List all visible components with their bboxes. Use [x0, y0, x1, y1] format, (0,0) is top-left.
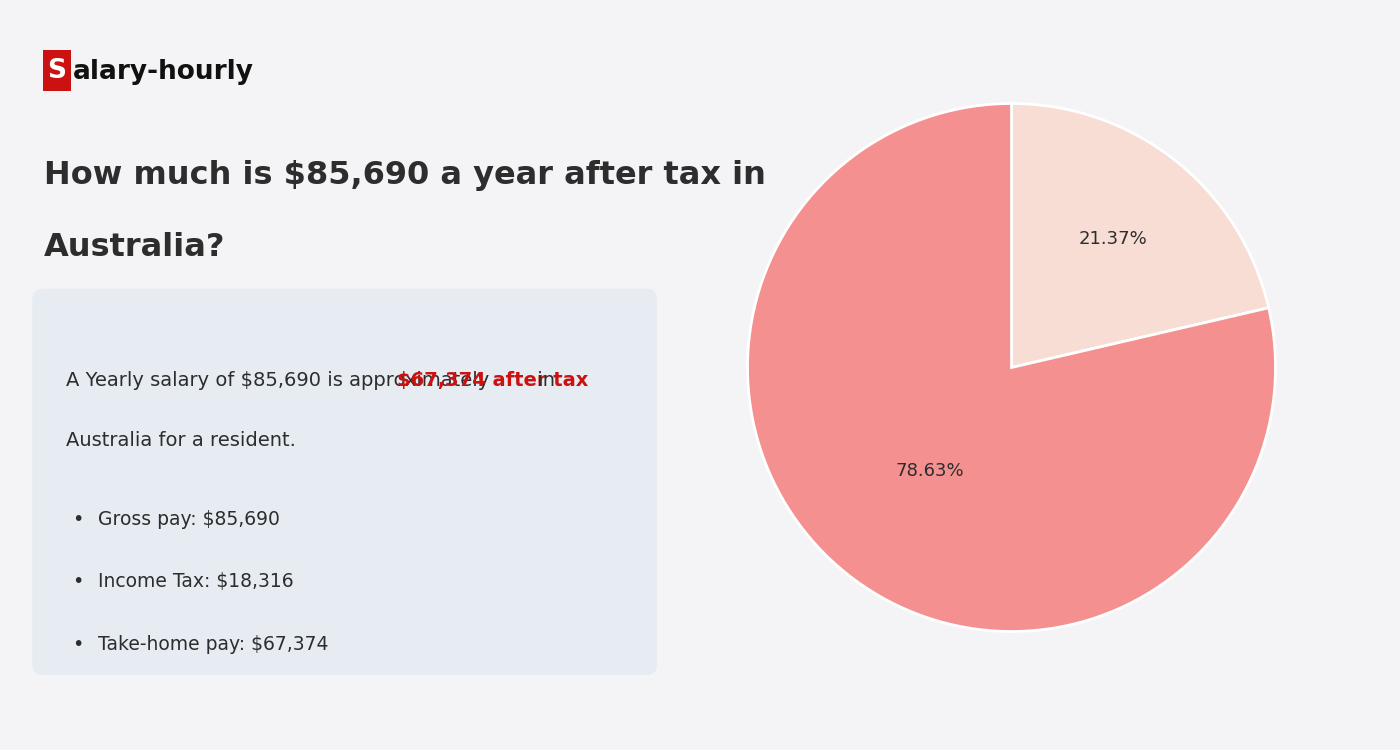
Text: S: S: [48, 58, 67, 83]
Text: 78.63%: 78.63%: [895, 462, 963, 480]
FancyBboxPatch shape: [32, 289, 657, 675]
Text: •: •: [73, 572, 84, 591]
Wedge shape: [748, 104, 1275, 632]
Text: Gross pay: $85,690: Gross pay: $85,690: [98, 510, 280, 529]
Text: alary-hourly: alary-hourly: [73, 59, 255, 85]
Text: Take-home pay: $67,374: Take-home pay: $67,374: [98, 634, 329, 653]
Text: •: •: [73, 634, 84, 653]
FancyBboxPatch shape: [43, 50, 71, 91]
Text: A Yearly salary of $85,690 is approximately: A Yearly salary of $85,690 is approximat…: [66, 371, 496, 390]
Text: in: in: [532, 371, 556, 390]
Wedge shape: [1011, 104, 1268, 368]
Text: Australia?: Australia?: [43, 232, 225, 262]
Text: $67,374 after tax: $67,374 after tax: [398, 371, 588, 390]
Text: How much is $85,690 a year after tax in: How much is $85,690 a year after tax in: [43, 160, 766, 191]
Text: Australia for a resident.: Australia for a resident.: [66, 431, 295, 450]
Text: 21.37%: 21.37%: [1079, 230, 1148, 248]
Text: •: •: [73, 510, 84, 529]
Text: Income Tax: $18,316: Income Tax: $18,316: [98, 572, 294, 591]
